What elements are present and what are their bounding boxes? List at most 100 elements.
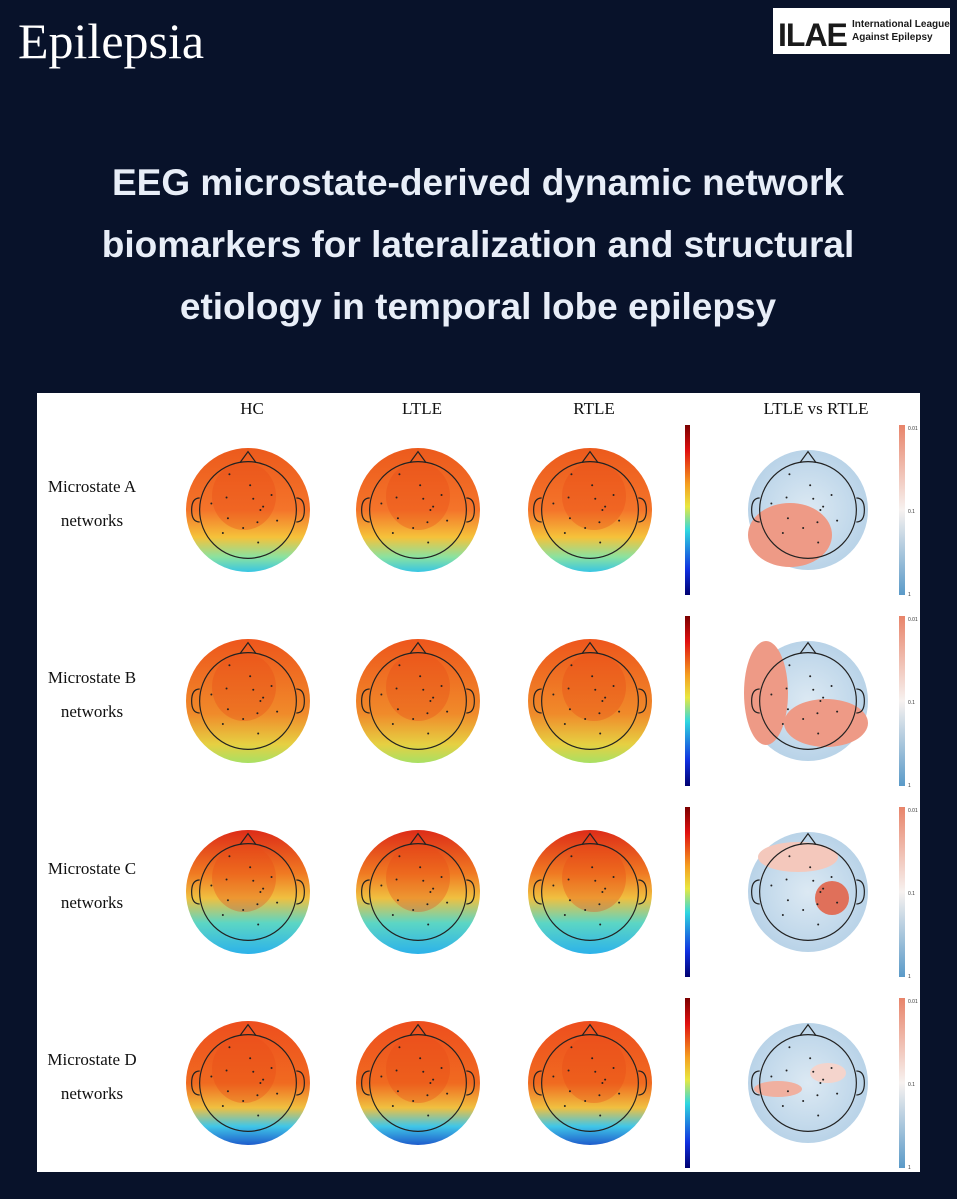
topomap-core xyxy=(562,844,626,912)
electrode xyxy=(252,497,255,500)
electrode xyxy=(770,693,773,696)
significance-blob xyxy=(758,842,838,872)
electrode xyxy=(802,526,805,529)
ear xyxy=(638,1070,647,1096)
significance-blob xyxy=(744,641,788,745)
electrode xyxy=(822,1078,825,1081)
electrode xyxy=(601,700,604,702)
head-outline xyxy=(369,1034,467,1132)
row-label: networks xyxy=(61,893,123,912)
electrode xyxy=(598,1094,601,1097)
electrode xyxy=(228,473,231,476)
title: EEG microstate-derived dynamic network bi… xyxy=(102,162,855,327)
electrode xyxy=(396,708,399,711)
electrode xyxy=(249,1057,252,1060)
ear xyxy=(533,688,542,714)
head-outline xyxy=(759,1034,857,1132)
title-line: biomarkers for lateralization and struct… xyxy=(102,224,855,265)
electrode xyxy=(809,1057,812,1060)
nose xyxy=(239,1023,257,1036)
electrode xyxy=(563,723,566,726)
topomap xyxy=(186,448,310,572)
electrode xyxy=(591,675,594,678)
electrode xyxy=(817,732,820,735)
electrode xyxy=(786,1090,789,1093)
column-header: RTLE xyxy=(573,399,614,418)
electrode xyxy=(242,717,245,720)
electrode xyxy=(432,1078,435,1081)
electrode xyxy=(785,878,788,881)
electrode xyxy=(276,901,279,904)
head-outline xyxy=(759,461,857,559)
electrode xyxy=(440,685,443,688)
electrode xyxy=(830,494,833,497)
head-outline xyxy=(369,843,467,941)
logo-text: Against Epilepsy xyxy=(852,32,933,43)
topomap xyxy=(356,1021,480,1145)
electrode xyxy=(249,866,252,869)
ear xyxy=(296,1070,305,1096)
topomap-core xyxy=(386,653,450,721)
electrode xyxy=(225,687,228,690)
difference-map xyxy=(748,1023,868,1143)
electrode xyxy=(598,712,601,715)
electrode xyxy=(816,712,819,715)
p-tick-label: 0.01 xyxy=(908,808,918,814)
electrode xyxy=(612,494,615,497)
electrode xyxy=(816,521,819,524)
row-label: Microstate D xyxy=(47,1050,136,1069)
head-outline xyxy=(759,843,857,941)
electrode xyxy=(785,496,788,499)
p-tick-label: 0.01 xyxy=(908,999,918,1005)
electrode xyxy=(812,1070,815,1073)
head-outline xyxy=(369,652,467,750)
nose xyxy=(581,1023,599,1036)
colorbar xyxy=(685,998,690,1168)
electrode xyxy=(398,855,401,858)
electrode xyxy=(601,891,604,893)
p-tick-label: 1 xyxy=(908,592,911,598)
electrode xyxy=(830,1067,833,1070)
electrode xyxy=(221,1105,224,1108)
electrode xyxy=(395,496,398,499)
ear xyxy=(191,497,200,523)
electrode xyxy=(427,923,430,926)
electrode xyxy=(570,664,573,667)
topomap-core xyxy=(212,1035,276,1103)
topomap-core xyxy=(386,1035,450,1103)
electrode xyxy=(599,923,602,926)
electrode xyxy=(584,908,587,911)
significance-blob xyxy=(810,1063,846,1083)
electrode xyxy=(786,708,789,711)
electrode xyxy=(604,887,607,890)
electrode xyxy=(812,879,815,882)
nose xyxy=(799,832,817,845)
electrode xyxy=(612,876,615,879)
electrode xyxy=(446,710,449,713)
p-tick-label: 0.1 xyxy=(908,509,915,515)
electrode xyxy=(446,1092,449,1095)
electrode xyxy=(822,505,825,508)
nose xyxy=(409,832,427,845)
electrode xyxy=(570,473,573,476)
title-line: etiology in temporal lobe epilepsy xyxy=(180,286,777,327)
electrode xyxy=(391,723,394,726)
electrode xyxy=(819,700,822,702)
electrode xyxy=(552,693,555,696)
electrode xyxy=(252,879,255,882)
electrode xyxy=(395,878,398,881)
head-outline xyxy=(759,652,857,750)
electrode xyxy=(802,908,805,911)
nose xyxy=(239,832,257,845)
electrode xyxy=(802,717,805,720)
electrode xyxy=(427,541,430,544)
topomap xyxy=(356,448,480,572)
electrode xyxy=(395,1069,398,1072)
electrode xyxy=(221,914,224,917)
ear xyxy=(361,497,370,523)
electrode xyxy=(270,1067,273,1070)
electrode xyxy=(788,1046,791,1049)
electrode xyxy=(391,1105,394,1108)
significance-blob xyxy=(748,503,832,567)
topomap xyxy=(186,1021,310,1145)
